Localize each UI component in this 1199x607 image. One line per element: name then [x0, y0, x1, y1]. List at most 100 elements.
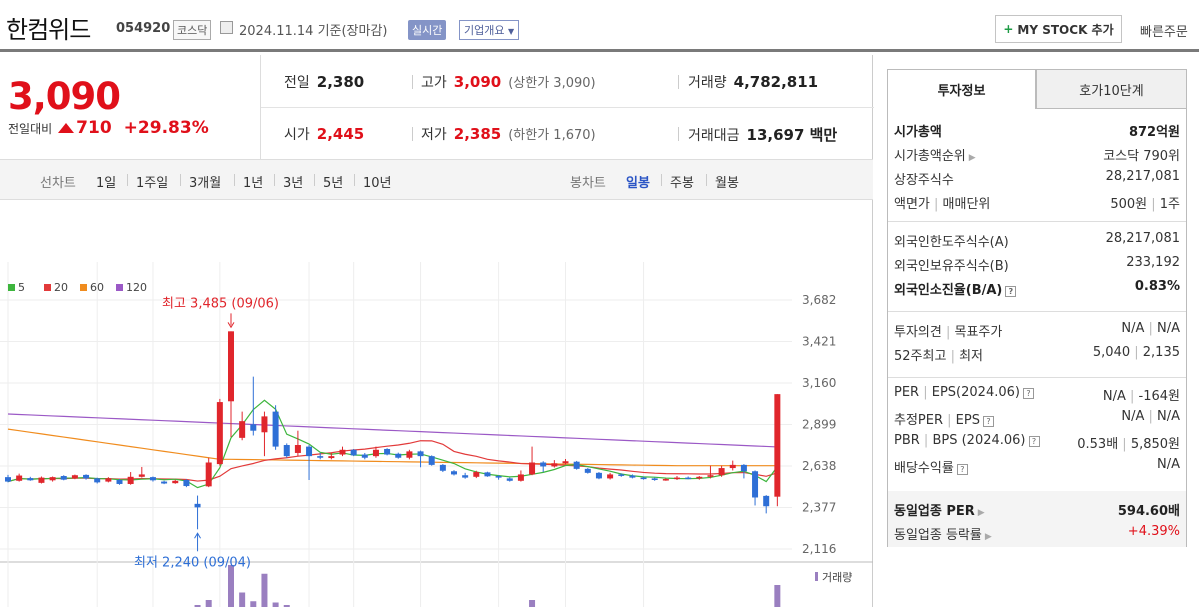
y-tick-label: 3,160	[802, 376, 836, 390]
quick-order-link[interactable]: 빠른주문	[1140, 25, 1188, 40]
info-tabs: 투자정보 호가10단계	[887, 69, 1187, 109]
info-key: 외국인보유주식수(B)	[894, 259, 1009, 274]
info-row: 상장주식수 28,217,081	[894, 169, 1180, 188]
candle-body	[149, 477, 156, 481]
period-5y[interactable]: 5년	[323, 176, 344, 191]
candle-body	[194, 503, 201, 508]
candle-body	[183, 479, 190, 487]
candlestick-chart[interactable]: 3,6823,4213,1602,8992,6382,3772,11608/14…	[0, 200, 873, 607]
chevron-down-icon: ▼	[507, 27, 515, 36]
volume-bar	[250, 601, 257, 607]
info-row: 외국인보유주식수(B) 233,192	[894, 255, 1180, 274]
candle-body	[417, 451, 424, 457]
candle-body	[484, 472, 491, 477]
candle-body	[116, 479, 123, 484]
period-1w[interactable]: 1주일	[136, 176, 169, 191]
candle-body	[328, 456, 335, 459]
prev-close: 전일 2,380	[284, 72, 364, 92]
period-10y[interactable]: 10년	[363, 176, 392, 191]
main-panel: 3,090 전일대비 710 +29.83% 전일 2,380 고가 3,090 (상…	[0, 55, 874, 607]
candle-body	[250, 424, 257, 431]
change-label: 전일대비	[8, 121, 53, 136]
lower-limit: (하한가 1,670)	[508, 128, 596, 143]
help-icon[interactable]: ?	[1022, 388, 1034, 399]
legend-swatch	[8, 284, 15, 291]
high-value: 3,090	[453, 73, 502, 91]
stock-header: 한컴위드 054920 코스닥 2024.11.14 기준(장마감) 실시간 기…	[0, 0, 1199, 52]
chevron-right-icon[interactable]: ▶	[968, 153, 976, 163]
info-value: 28,217,081	[1105, 231, 1180, 246]
candle-body	[428, 456, 435, 465]
candle-weekly[interactable]: 주봉	[670, 176, 694, 191]
candle-body	[752, 471, 759, 498]
volume-bar	[272, 602, 279, 607]
info-key: 시가총액	[894, 125, 942, 140]
high-label: 고가	[421, 75, 447, 91]
info-value: 872억원	[1128, 125, 1180, 140]
my-stock-add-button[interactable]: + MY STOCK 추가	[995, 15, 1122, 43]
legend-label: 60	[90, 281, 104, 294]
ma20-line	[7, 440, 778, 483]
help-icon[interactable]: ?	[956, 464, 968, 475]
candle-body	[473, 472, 480, 477]
info-value: N/A	[1157, 457, 1180, 472]
help-icon[interactable]: ?	[1028, 436, 1040, 447]
info-key: 투자의견 | 목표주가	[894, 325, 1003, 340]
candle-body	[306, 446, 313, 457]
candle-body	[350, 449, 357, 456]
info-value: 500원 | 1주	[1110, 197, 1180, 212]
candle-body	[451, 471, 457, 475]
candle-body	[551, 463, 558, 467]
info-row: 시가총액순위 ▶ 코스닥 790위	[894, 145, 1180, 164]
period-1d[interactable]: 1일	[96, 176, 117, 191]
period-1y[interactable]: 1년	[243, 176, 264, 191]
volume-value: 4,782,811	[733, 73, 819, 91]
volume-label: 거래량	[688, 75, 727, 91]
tab-invest-info[interactable]: 투자정보	[887, 69, 1036, 109]
info-key: 동일업종 등락률 ▶	[894, 528, 992, 543]
chevron-right-icon[interactable]: ▶	[977, 508, 985, 518]
chevron-right-icon[interactable]: ▶	[984, 532, 992, 542]
candle-body	[618, 474, 625, 476]
candle-body	[216, 402, 223, 465]
period-3m[interactable]: 3개월	[189, 176, 222, 191]
candle-body	[161, 481, 168, 484]
tab-orderbook[interactable]: 호가10단계	[1036, 69, 1187, 109]
volume-bar	[239, 592, 246, 607]
candle-body	[71, 475, 78, 479]
candle-body	[283, 445, 290, 457]
candle-body	[395, 453, 402, 458]
candle-body	[696, 476, 703, 479]
info-value: 233,192	[1126, 255, 1180, 270]
stock-name: 한컴위드	[6, 16, 91, 44]
current-price: 3,090	[8, 75, 121, 118]
down-arrow-icon	[227, 322, 235, 329]
info-value: 28,217,081	[1105, 169, 1180, 184]
candle-monthly[interactable]: 월봉	[715, 176, 739, 191]
info-key: 시가총액순위 ▶	[894, 149, 976, 164]
candle-body	[261, 416, 268, 433]
info-value: +4.39%	[1127, 524, 1180, 539]
period-3y[interactable]: 3년	[283, 176, 304, 191]
candle-body	[94, 478, 101, 483]
candle-daily[interactable]: 일봉	[626, 176, 650, 191]
ma120-line	[7, 413, 778, 448]
info-value: N/A | N/A	[1121, 321, 1180, 336]
calendar-icon	[220, 21, 233, 34]
candle-body	[105, 478, 112, 482]
realtime-button[interactable]: 실시간	[408, 20, 447, 40]
volume-legend-swatch	[815, 572, 818, 581]
corp-info-dropdown[interactable]: 기업개요 ▼	[459, 20, 520, 40]
candle-body	[228, 331, 234, 402]
volume-legend-label: 거래량	[822, 571, 852, 584]
y-tick-label: 2,377	[802, 501, 836, 515]
help-icon[interactable]: ?	[982, 416, 994, 427]
price-summary: 전일 2,380 고가 3,090 (상한가 3,090) 거래량 4,782,811 …	[260, 55, 874, 159]
candle-body	[138, 474, 145, 477]
info-box: 시가총액 872억원 시가총액순위 ▶ 코스닥 790위 상장주식수 28,217,081 액…	[887, 109, 1187, 547]
help-icon[interactable]: ?	[1005, 286, 1017, 297]
candle-body	[517, 474, 524, 481]
volume-bar	[194, 605, 201, 607]
candle-body	[27, 478, 34, 481]
